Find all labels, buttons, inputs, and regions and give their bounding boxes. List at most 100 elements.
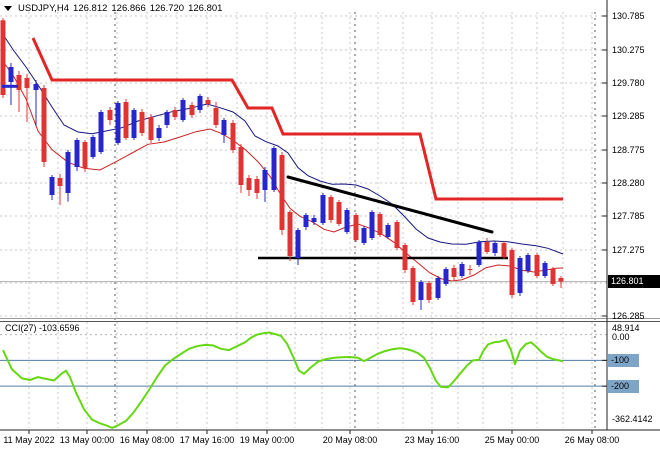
candle-body-bear[interactable]	[57, 178, 63, 186]
candle-body-bull[interactable]	[271, 148, 277, 190]
candle-body-bear[interactable]	[394, 222, 400, 248]
candle-body-bear[interactable]	[205, 100, 211, 104]
candle-body-bull[interactable]	[221, 120, 227, 135]
quote-close: 126.801	[188, 2, 223, 14]
price-axis-label: 130.275	[612, 45, 645, 55]
candle-body-bull[interactable]	[74, 140, 80, 167]
candle-body-bull[interactable]	[459, 264, 465, 276]
candle-body-bear[interactable]	[246, 178, 252, 190]
candle-body-bear[interactable]	[336, 202, 342, 224]
current-price-badge: 126.801	[608, 275, 660, 289]
quote-open: 126.812	[73, 2, 108, 14]
candle-body-bull[interactable]	[435, 278, 441, 298]
candle-body-bull[interactable]	[49, 177, 55, 195]
time-axis-label: 20 May 08:00	[322, 435, 378, 445]
candle-body-bull[interactable]	[33, 84, 39, 90]
candle-body-bear[interactable]	[558, 278, 564, 282]
time-axis-label: 23 May 16:00	[404, 435, 460, 445]
price-axis-label: 128.775	[612, 145, 645, 155]
candle-body-bull[interactable]	[369, 212, 375, 238]
candle-body-bear[interactable]	[534, 255, 540, 276]
time-axis-label: 11 May 2022	[3, 435, 55, 445]
time-axis-label: 26 May 08:00	[564, 435, 620, 445]
candle-body-bear[interactable]	[148, 117, 154, 140]
ma-blue-line	[1, 32, 564, 255]
candle-body-bull[interactable]	[180, 100, 186, 120]
candle-body-bear[interactable]	[82, 142, 88, 168]
candle-body-bull[interactable]	[443, 269, 449, 284]
candle-body-bull[interactable]	[115, 103, 121, 143]
candle-body-bear[interactable]	[238, 147, 244, 185]
time-axis-label: 17 May 16:00	[179, 435, 235, 445]
candle-body-bull[interactable]	[361, 228, 367, 243]
symbol-period-label: USDJPY,H4	[18, 2, 70, 14]
candle-body-bull[interactable]	[344, 210, 350, 232]
candle-body-bear[interactable]	[353, 215, 359, 240]
candle-body-bear[interactable]	[287, 212, 293, 256]
candle-body-bear[interactable]	[0, 20, 6, 95]
candle-body-bear[interactable]	[509, 250, 515, 295]
candle-body-bear[interactable]	[254, 179, 260, 193]
candle-body-bear[interactable]	[402, 245, 408, 270]
candle-body-bull[interactable]	[492, 243, 498, 253]
candle-body-bear[interactable]	[410, 268, 416, 302]
candle-body-bull[interactable]	[90, 137, 96, 157]
time-axis-label: 25 May 00:00	[484, 435, 540, 445]
candle-body-bear[interactable]	[484, 242, 490, 252]
candle-body-bear[interactable]	[279, 155, 285, 230]
price-axis-label: 127.275	[612, 245, 645, 255]
candle-body-bear[interactable]	[377, 214, 383, 235]
candle-body-bear[interactable]	[426, 283, 432, 300]
candle-body-bull[interactable]	[197, 96, 203, 110]
cci-level-badge: -100	[608, 353, 639, 367]
candle-body-bear[interactable]	[230, 123, 236, 150]
candle-body-bear[interactable]	[501, 243, 507, 257]
cci-indicator-label: CCI(27) -103.6596	[5, 323, 80, 333]
time-axis-label: 13 May 00:00	[59, 435, 115, 445]
candle-body-bull[interactable]	[320, 195, 326, 223]
candle-body-bear[interactable]	[328, 197, 334, 220]
candle-body-bull[interactable]	[418, 282, 424, 300]
trendline	[286, 175, 494, 234]
candle-body-bear[interactable]	[172, 110, 178, 117]
candle-body-bear[interactable]	[16, 75, 22, 90]
candle-body-bear[interactable]	[213, 108, 219, 125]
candle-body-bear[interactable]	[467, 269, 473, 270]
candle-body-bull[interactable]	[525, 255, 531, 271]
candle-body-bear[interactable]	[24, 78, 30, 88]
candle-body-bull[interactable]	[131, 110, 137, 138]
candle-body-bull[interactable]	[303, 215, 309, 227]
candle-body-bull[interactable]	[476, 242, 482, 265]
price-axis-label: 128.280	[612, 178, 645, 188]
candle-body-bull[interactable]	[156, 128, 162, 138]
cci-scale-zero: 0.00	[612, 331, 630, 342]
candle-body-bull[interactable]	[98, 112, 104, 152]
candle-body-bull[interactable]	[164, 112, 170, 125]
candle-body-bull[interactable]	[517, 258, 523, 293]
chart-title: USDJPY,H4 126.812 126.866 126.720 126.80…	[4, 2, 222, 14]
candle-body-bear[interactable]	[107, 110, 113, 120]
time-axis-label: 16 May 08:00	[119, 435, 175, 445]
price-axis-label: 130.785	[612, 11, 645, 21]
candle-body-bear[interactable]	[550, 269, 556, 284]
candle-body-bear[interactable]	[451, 268, 457, 277]
title-arrow-icon[interactable]	[4, 5, 12, 11]
price-axis-label: 127.785	[612, 211, 645, 221]
candle-body-bear[interactable]	[189, 105, 195, 115]
candle-body-bull[interactable]	[262, 170, 268, 190]
red-step-line	[31, 37, 563, 201]
candle-body-bull[interactable]	[65, 152, 71, 193]
price-axis-label: 129.285	[612, 111, 645, 121]
candle-body-bear[interactable]	[139, 112, 145, 133]
candle-body-bull[interactable]	[295, 230, 301, 258]
candle-body-bull[interactable]	[8, 67, 14, 82]
candle-body-bear[interactable]	[123, 102, 129, 138]
candle-body-bull[interactable]	[311, 218, 317, 222]
cci-line	[2, 331, 564, 429]
price-axis-label: 126.285	[612, 311, 645, 321]
price-axis-label: 129.780	[612, 78, 645, 88]
candle-body-bull[interactable]	[385, 225, 391, 237]
candle-body-bear[interactable]	[41, 88, 47, 162]
candle-body-bull[interactable]	[542, 263, 548, 276]
